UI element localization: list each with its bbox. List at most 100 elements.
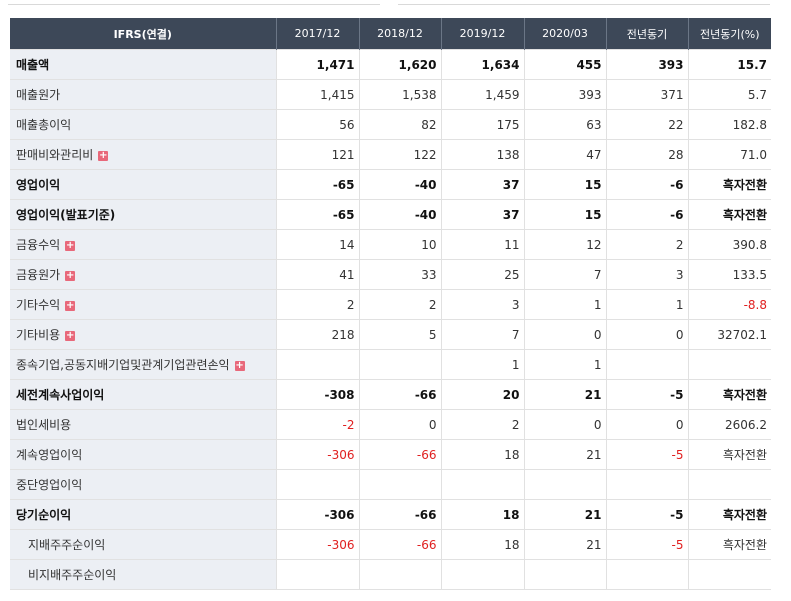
value-cell: 28 (605, 139, 688, 170)
value-cell: -5 (605, 529, 688, 560)
value-cell: -40 (358, 199, 441, 230)
value-cell: 21 (523, 499, 606, 530)
table-row: 종속기업,공동지배기업및관계기업관련손익 +1 1 (10, 349, 771, 380)
value-cell: 393 (605, 49, 688, 80)
value-cell: 82 (358, 109, 441, 140)
value-cell: -66 (358, 439, 441, 470)
value-cell: 138 (440, 139, 524, 170)
value-cell: 흑자전환 (687, 169, 771, 200)
row-label-text: 종속기업,공동지배기업및관계기업관련손익 (16, 358, 230, 372)
header-col-prev-period-pct: 전년동기(%) (687, 18, 771, 50)
value-cell: -8.8 (687, 289, 771, 320)
value-cell: 1,538 (358, 79, 441, 110)
table-row: 당기순이익 -306 -66 18 21 -5 흑자전환 (10, 499, 771, 530)
row-label-text: 금융원가 (16, 268, 61, 282)
table-row: 기타수익 +2 2 3 1 1 -8.8 (10, 289, 771, 320)
value-cell: -6 (605, 169, 688, 200)
value-cell: 15.7 (687, 49, 771, 80)
row-label: 중단영업이익 (10, 469, 276, 500)
value-cell: -65 (275, 169, 359, 200)
value-cell: 218 (275, 319, 359, 350)
expand-plus-icon[interactable]: + (98, 149, 109, 161)
value-cell: -40 (358, 169, 441, 200)
value-cell: 121 (275, 139, 359, 170)
top-divider-right (398, 4, 770, 5)
value-cell: 63 (523, 109, 606, 140)
value-cell: 14 (275, 229, 359, 260)
value-cell: 21 (523, 439, 606, 470)
row-label: 세전계속사업이익 (10, 379, 276, 410)
header-col-2019-12: 2019/12 (440, 18, 524, 50)
value-cell: 0 (605, 319, 688, 350)
row-label: 금융수익 + (10, 229, 276, 260)
expand-plus-icon[interactable]: + (65, 239, 76, 251)
value-cell: 흑자전환 (687, 439, 771, 470)
row-label-text: 계속영업이익 (16, 448, 83, 462)
value-cell: 1 (605, 289, 688, 320)
value-cell: -308 (275, 379, 359, 410)
value-cell: 21 (523, 529, 606, 560)
value-cell: 7 (523, 259, 606, 290)
value-cell (358, 349, 441, 380)
value-cell: 133.5 (687, 259, 771, 290)
row-label-text: 기타비용 (16, 328, 61, 342)
table-row: 매출액 1,471 1,620 1,634 455 393 15.7 (10, 49, 771, 80)
value-cell: 2 (440, 409, 524, 440)
row-label: 종속기업,공동지배기업및관계기업관련손익 + (10, 349, 276, 380)
table-header-row: IFRS(연결) 2017/12 2018/12 2019/12 2020/03… (10, 18, 771, 50)
value-cell: -65 (275, 199, 359, 230)
row-label: 매출총이익 (10, 109, 276, 140)
row-label-text: 중단영업이익 (16, 478, 83, 492)
value-cell: 18 (440, 499, 524, 530)
value-cell (358, 559, 441, 590)
value-cell (275, 559, 359, 590)
row-label-text: 영업이익 (16, 178, 61, 192)
row-label: 영업이익(발표기준) (10, 199, 276, 230)
value-cell: 0 (523, 319, 606, 350)
expand-plus-icon[interactable]: + (65, 329, 76, 341)
value-cell: -306 (275, 529, 359, 560)
value-cell: 2 (358, 289, 441, 320)
value-cell (440, 559, 524, 590)
row-label-text: 매출총이익 (16, 118, 72, 132)
expand-plus-icon[interactable]: + (65, 269, 76, 281)
value-cell: 18 (440, 529, 524, 560)
value-cell: 20 (440, 379, 524, 410)
value-cell: 25 (440, 259, 524, 290)
row-label-text: 매출원가 (16, 88, 61, 102)
table-row: 기타비용 +218 5 7 0 0 32702.1 (10, 319, 771, 350)
value-cell: -66 (358, 529, 441, 560)
value-cell: 122 (358, 139, 441, 170)
top-divider-left (8, 4, 380, 5)
row-label: 매출원가 (10, 79, 276, 110)
value-cell (523, 469, 606, 500)
value-cell: 0 (358, 409, 441, 440)
table-row: 영업이익(발표기준) -65 -40 37 15 -6 흑자전환 (10, 199, 771, 230)
value-cell: 3 (605, 259, 688, 290)
table-row: 법인세비용 -2 0 2 0 0 2606.2 (10, 409, 771, 440)
row-label-text: 지배주주순이익 (28, 538, 106, 552)
value-cell (275, 469, 359, 500)
row-label-text: 법인세비용 (16, 418, 72, 432)
row-label-text: 비지배주주순이익 (28, 568, 117, 582)
row-label: 판매비와관리비 + (10, 139, 276, 170)
table-row: 판매비와관리비 +121 122 138 47 28 71.0 (10, 139, 771, 170)
expand-plus-icon[interactable]: + (234, 359, 245, 371)
value-cell: 0 (605, 409, 688, 440)
table-row: 금융원가 +41 33 25 7 3 133.5 (10, 259, 771, 290)
value-cell: 2 (275, 289, 359, 320)
expand-plus-icon[interactable]: + (65, 299, 76, 311)
value-cell (687, 349, 771, 380)
value-cell: -6 (605, 199, 688, 230)
row-label-text: 세전계속사업이익 (16, 388, 105, 402)
value-cell (605, 349, 688, 380)
value-cell: 15 (523, 199, 606, 230)
table-row: 매출원가 1,415 1,538 1,459 393 371 5.7 (10, 79, 771, 110)
value-cell: -66 (358, 379, 441, 410)
value-cell: -5 (605, 499, 688, 530)
row-label: 영업이익 (10, 169, 276, 200)
value-cell: 47 (523, 139, 606, 170)
value-cell (275, 349, 359, 380)
value-cell: 1,415 (275, 79, 359, 110)
row-label: 당기순이익 (10, 499, 276, 530)
